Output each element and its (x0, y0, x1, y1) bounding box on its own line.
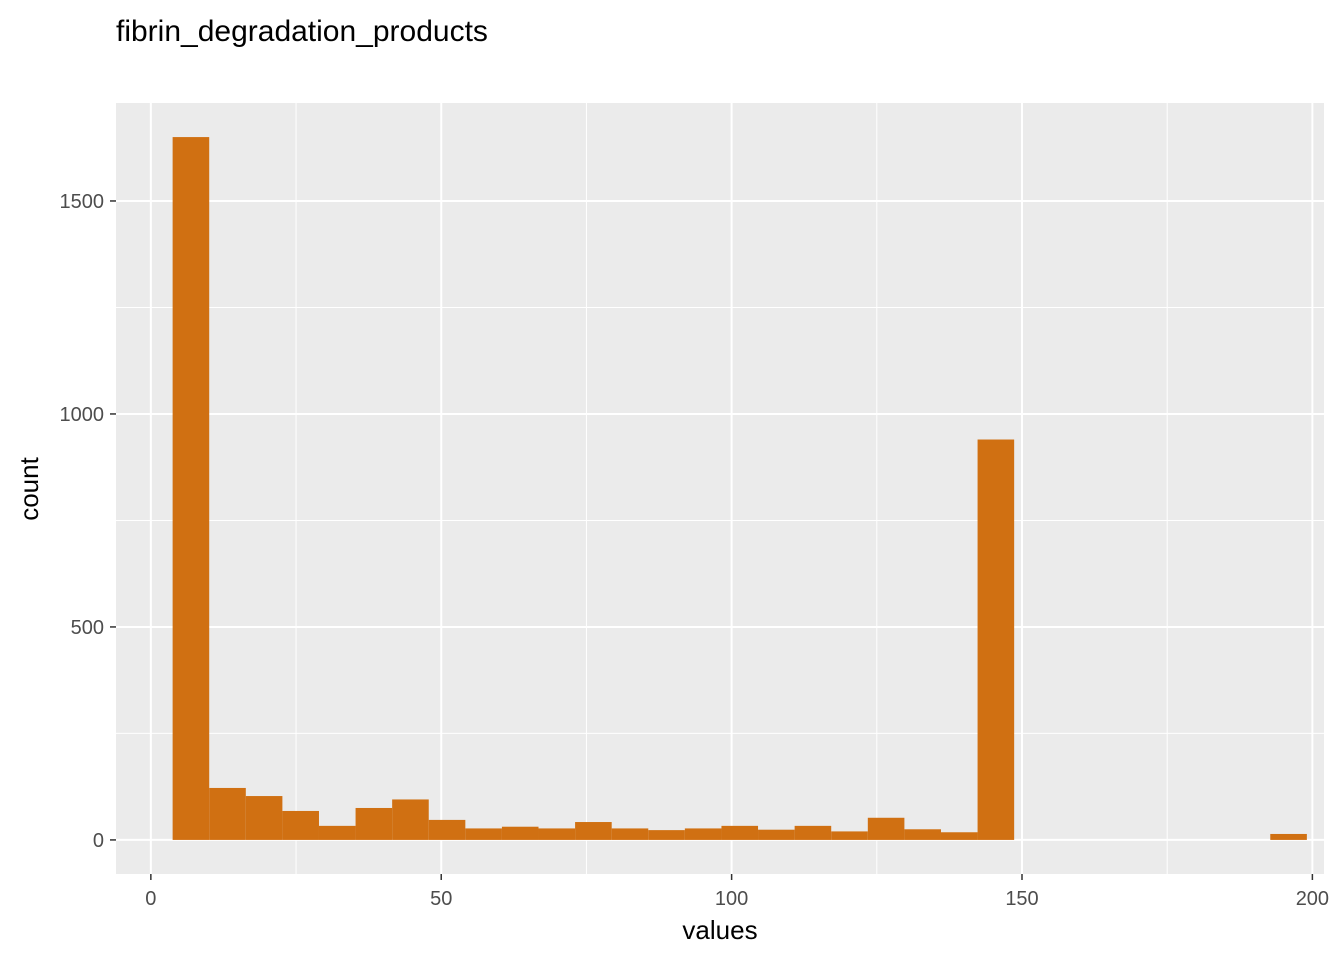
histogram-bar (428, 819, 466, 840)
x-tick-label: 200 (1296, 888, 1329, 910)
histogram-bars (172, 137, 1307, 840)
x-tick-label: 50 (430, 888, 452, 910)
histogram-bar (867, 817, 905, 840)
histogram-bar (794, 825, 832, 840)
y-tick-label: 0 (93, 830, 104, 852)
histogram-bar (831, 831, 868, 840)
chart-title: fibrin_degradation_products (116, 15, 488, 48)
histogram-bar (648, 830, 685, 840)
histogram-bar (465, 828, 502, 840)
x-tick-label: 150 (1005, 888, 1038, 910)
y-tick-label: 1000 (60, 404, 105, 426)
histogram-bar (501, 826, 539, 840)
histogram-bar (684, 828, 722, 840)
histogram-bar (538, 828, 576, 840)
x-axis-title: values (682, 915, 757, 945)
histogram-bar (611, 828, 649, 840)
histogram-bar (209, 787, 246, 840)
axes: 0 50 100 150 200 0 500 1000 1500 (60, 191, 1330, 910)
histogram-bar (940, 832, 978, 840)
y-axis-title: count (14, 456, 44, 520)
x-tick-label: 100 (715, 888, 748, 910)
histogram-bar (318, 825, 356, 840)
histogram-bar (245, 796, 283, 840)
histogram-bar (575, 822, 612, 840)
y-tick-label: 500 (71, 617, 104, 639)
histogram-bar (904, 829, 941, 840)
histogram-bar (282, 810, 319, 840)
x-tick-label: 0 (145, 888, 156, 910)
histogram-bar (172, 137, 210, 840)
histogram-bar (721, 825, 759, 840)
plot-panel (116, 103, 1324, 874)
histogram-bar (977, 439, 1015, 840)
histogram-bar (758, 829, 795, 840)
histogram-bar (1270, 833, 1307, 840)
y-tick-label: 1500 (60, 191, 105, 213)
histogram-bar (392, 799, 429, 840)
histogram-bar (355, 807, 393, 840)
